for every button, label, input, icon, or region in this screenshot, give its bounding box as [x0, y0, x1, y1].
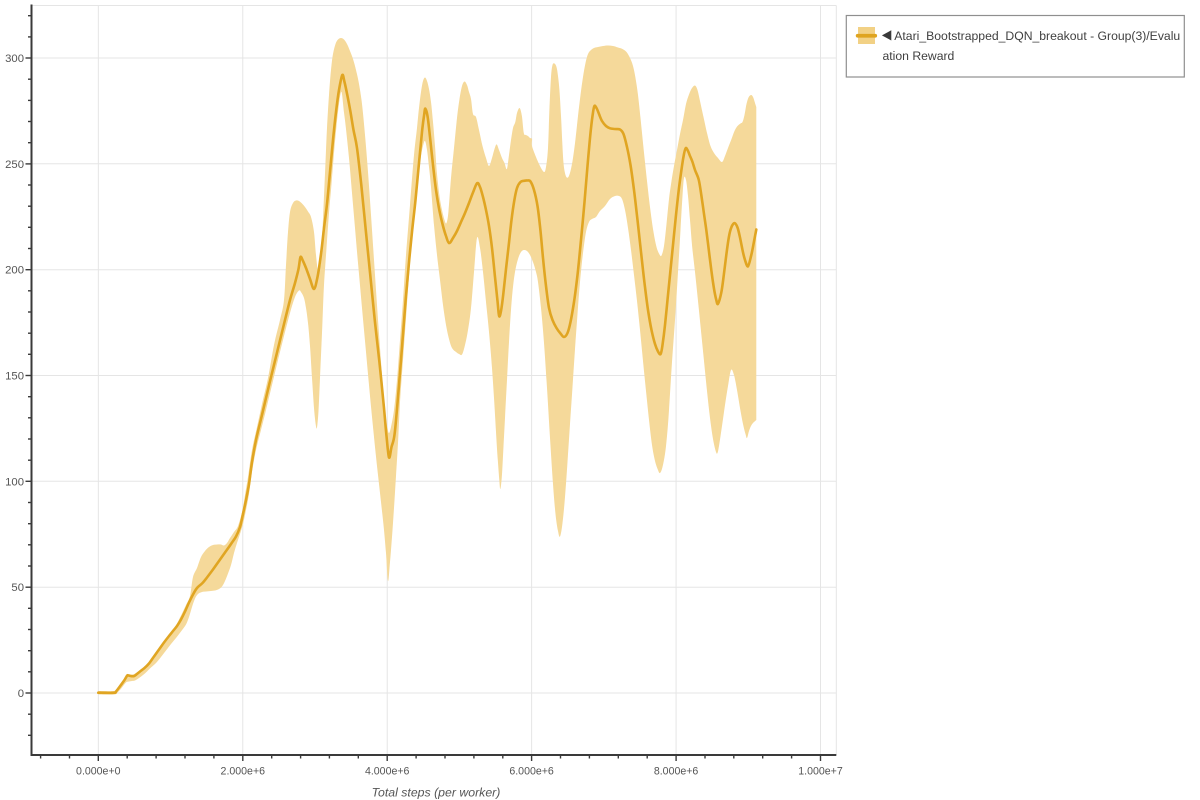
svg-text:Total steps (per worker): Total steps (per worker) [372, 786, 501, 800]
svg-text:0: 0 [18, 688, 24, 700]
svg-text:8.000e+6: 8.000e+6 [654, 766, 699, 778]
svg-text:2.000e+6: 2.000e+6 [221, 766, 266, 778]
svg-text:ation Reward: ation Reward [883, 49, 955, 63]
svg-text:300: 300 [5, 53, 24, 65]
svg-text:200: 200 [5, 265, 24, 277]
svg-text:0.000e+0: 0.000e+0 [76, 766, 121, 778]
svg-text:Atari_Bootstrapped_DQN_breakou: Atari_Bootstrapped_DQN_breakout - Group(… [894, 29, 1180, 43]
svg-text:100: 100 [5, 476, 24, 488]
svg-text:6.000e+6: 6.000e+6 [509, 766, 554, 778]
svg-text:1.000e+7: 1.000e+7 [798, 766, 843, 778]
svg-text:4.000e+6: 4.000e+6 [365, 766, 410, 778]
svg-text:150: 150 [5, 371, 24, 383]
svg-text:50: 50 [11, 582, 24, 594]
svg-text:250: 250 [5, 159, 24, 171]
